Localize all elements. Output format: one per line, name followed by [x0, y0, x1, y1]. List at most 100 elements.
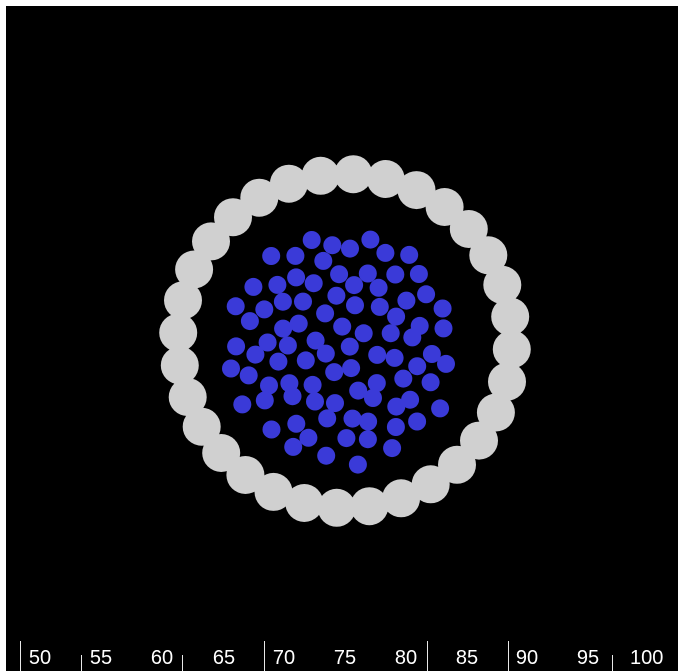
inner-core-particle: [348, 455, 367, 474]
inner-core-particle: [268, 275, 287, 294]
outer-ring-particle: [411, 465, 450, 504]
inner-core-particle: [303, 375, 322, 394]
inner-core-particle: [387, 307, 406, 326]
inner-core-particle: [358, 430, 377, 449]
inner-core-particle: [343, 409, 362, 428]
inner-core-particle: [274, 319, 293, 338]
inner-core-particle: [383, 439, 402, 458]
inner-core-particle: [408, 412, 427, 431]
inner-core-particle: [417, 285, 436, 304]
inner-core-particle: [273, 292, 292, 311]
inner-core-particle: [299, 428, 318, 447]
inner-core-particle: [437, 354, 455, 373]
ruler-label-50: 50: [28, 647, 52, 669]
inner-core-particle: [358, 264, 377, 283]
inner-core-particle: [386, 265, 405, 284]
inner-core-particle: [385, 348, 404, 367]
inner-core-particle: [314, 251, 333, 270]
inner-core-particle: [368, 345, 387, 364]
outer-ring-particle: [476, 393, 515, 432]
inner-core-particle: [431, 399, 450, 418]
inner-core-particle: [345, 276, 364, 295]
ruler-minor-tick: [612, 655, 613, 671]
outer-ring-particle: [254, 472, 293, 511]
inner-core-particle: [341, 239, 359, 258]
diagram-canvas: 50 55 60 65 70 75 80 85 90 95 100: [6, 6, 678, 671]
ruler-label-85: 85: [455, 647, 479, 669]
outer-ring-particle: [301, 156, 340, 195]
outer-ring-particle: [226, 456, 265, 494]
inner-core-particle: [246, 345, 265, 364]
inner-core-particle: [260, 376, 278, 395]
outer-ring-particle: [269, 164, 308, 203]
inner-core-particle: [283, 387, 302, 406]
inner-core-particle: [262, 420, 281, 439]
inner-core-particle: [316, 304, 335, 323]
inner-core-particle: [361, 230, 380, 249]
inner-core-particle: [255, 300, 274, 319]
outer-ring-particle: [168, 378, 207, 417]
outer-ring-particle: [460, 421, 498, 460]
inner-core-particle: [346, 296, 364, 315]
inner-core-particle: [364, 389, 382, 407]
inner-core-particle: [370, 297, 389, 316]
outer-ring-particle: [382, 479, 421, 518]
inner-core-particle: [433, 299, 452, 318]
outer-ring-particle: [160, 346, 199, 385]
inner-core-particle: [318, 409, 337, 428]
inner-core-particle: [255, 391, 274, 410]
inner-core-particle: [286, 246, 305, 265]
outer-ring-particle: [285, 484, 324, 522]
inner-core-particle: [287, 414, 306, 433]
inner-core-particle: [359, 412, 378, 431]
inner-core-particle: [258, 333, 277, 352]
inner-core-particle: [304, 274, 323, 293]
inner-core-particle: [306, 392, 324, 411]
outer-ring-particle: [192, 222, 230, 261]
ruler-minor-tick: [182, 655, 183, 671]
inner-core-particle: [400, 245, 419, 264]
inner-core-particle: [306, 331, 325, 350]
ruler-label-95: 95: [576, 647, 600, 669]
ruler-label-55: 55: [89, 647, 113, 669]
inner-core-particle: [408, 357, 427, 376]
outer-ring-particle: [182, 407, 221, 446]
inner-core-particle: [421, 373, 440, 392]
inner-core-particle: [240, 312, 259, 331]
inner-core-particle: [316, 344, 335, 363]
ruler-label-100: 100: [630, 647, 664, 669]
inner-core-particle: [325, 363, 344, 382]
inner-core-particle: [326, 394, 344, 413]
outer-ring-particle: [425, 188, 464, 226]
inner-core-particle: [369, 278, 388, 297]
inner-core-particle: [342, 359, 361, 378]
ruler-major-tick: [264, 641, 265, 671]
outer-ring-particle: [240, 178, 279, 217]
ruler-label-75: 75: [333, 647, 357, 669]
inner-core-particle: [327, 286, 346, 305]
inner-core-particle: [349, 381, 368, 400]
inner-core-particle: [376, 243, 395, 262]
inner-core-particle: [397, 291, 416, 310]
outer-ring-particle: [334, 155, 373, 194]
inner-core-particle: [340, 337, 359, 356]
outer-ring-particle: [491, 297, 530, 336]
inner-core-particle: [337, 429, 356, 448]
inner-core-particle: [330, 265, 349, 284]
outer-ring-particle: [159, 313, 198, 352]
outer-ring-particle: [492, 330, 531, 369]
inner-core-particle: [401, 390, 420, 409]
ruler-label-80: 80: [394, 647, 418, 669]
outer-ring-particle: [202, 434, 241, 472]
inner-core-particle: [284, 437, 303, 456]
outer-ring-particle: [164, 281, 202, 320]
inner-core-particle: [410, 316, 429, 335]
inner-core-particle: [239, 366, 258, 385]
inner-core-particle: [367, 374, 386, 393]
ruler-label-65: 65: [212, 647, 236, 669]
inner-core-particle: [287, 268, 306, 287]
inner-core-particle: [302, 231, 321, 249]
ruler-major-tick: [20, 641, 21, 671]
outer-ring-particle: [317, 488, 356, 527]
inner-core-particle: [434, 319, 453, 338]
